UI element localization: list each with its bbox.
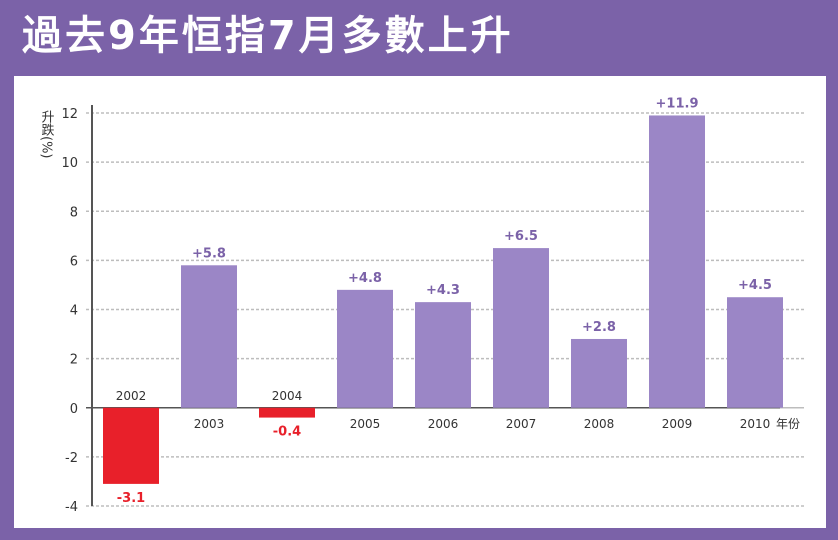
y-tick-label: -2 — [65, 451, 78, 466]
y-tick-label: -4 — [65, 500, 78, 515]
data-label: +6.5 — [504, 229, 538, 244]
bar — [571, 338, 627, 408]
x-axis-label: 年份 — [776, 417, 800, 431]
y-tick-label: 4 — [70, 304, 78, 319]
x-tick-label: 2010 — [740, 417, 771, 431]
data-label: -0.4 — [273, 425, 301, 440]
x-tick-label: 2002 — [116, 389, 147, 403]
x-tick-label: 2007 — [506, 417, 537, 431]
bar — [259, 407, 315, 418]
data-label: +5.8 — [192, 246, 226, 261]
x-tick-label: 2009 — [662, 417, 693, 431]
x-tick-label: 2006 — [428, 417, 459, 431]
y-tick-label: 0 — [70, 402, 78, 417]
bar — [415, 302, 471, 408]
y-tick-label: 6 — [70, 254, 78, 269]
data-label: +11.9 — [656, 96, 699, 111]
bar — [727, 297, 783, 408]
x-tick-label: 2005 — [350, 417, 381, 431]
data-label: +2.8 — [582, 320, 616, 335]
bar — [493, 248, 549, 408]
data-label: +4.5 — [738, 278, 772, 293]
y-tick-label: 12 — [61, 107, 78, 122]
y-tick-label: 10 — [61, 156, 78, 171]
bar — [181, 265, 237, 408]
data-label: +4.8 — [348, 271, 382, 286]
chart-title: 過去9年恒指7月多數上升 — [22, 13, 514, 59]
bar-chart: -4 -2 0 2 4 6 8 10 12 升跌(%) 2002 -3.1 2003 +5.8 2004 -0… — [39, 96, 804, 515]
y-axis-label: 升跌(%) — [39, 110, 55, 159]
y-tick-label: 2 — [70, 353, 78, 368]
y-tick-label: 8 — [70, 205, 78, 220]
chart-panel: -4 -2 0 2 4 6 8 10 12 升跌(%) 2002 -3.1 2003 +5.8 2004 -0… — [14, 76, 826, 528]
data-label: -3.1 — [117, 491, 145, 506]
bar — [649, 115, 705, 408]
data-label: +4.3 — [426, 283, 460, 298]
x-tick-label: 2004 — [272, 389, 303, 403]
bar — [103, 407, 159, 484]
bar — [337, 289, 393, 408]
x-tick-label: 2003 — [194, 417, 225, 431]
x-tick-label: 2008 — [584, 417, 615, 431]
